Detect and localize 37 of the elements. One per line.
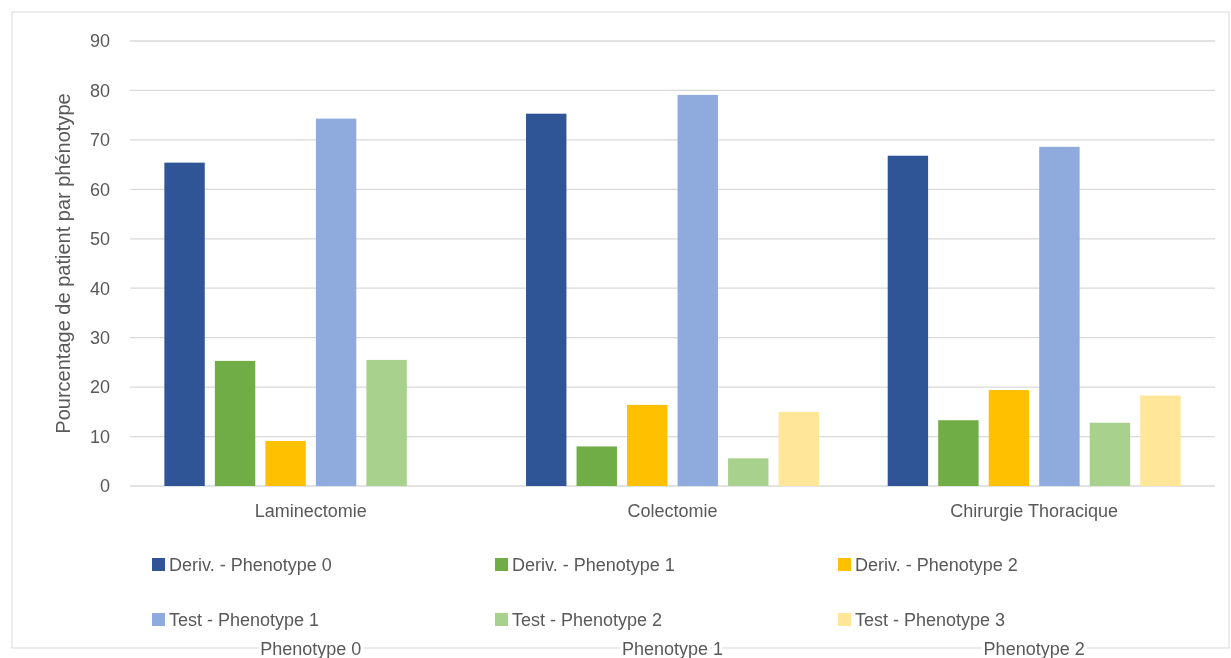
y-tick-label: 80 bbox=[89, 80, 110, 101]
legend-label: Test - Phenotype 1 bbox=[169, 610, 320, 631]
bar bbox=[988, 390, 1030, 486]
bar bbox=[728, 458, 769, 486]
y-tick-label: 0 bbox=[99, 476, 110, 497]
bar bbox=[265, 441, 306, 486]
bar bbox=[778, 411, 819, 486]
y-tick-label: 50 bbox=[89, 229, 110, 250]
bar bbox=[1089, 422, 1131, 486]
bar bbox=[938, 420, 979, 486]
bar bbox=[366, 359, 407, 486]
bar bbox=[214, 360, 256, 486]
bar bbox=[315, 118, 357, 486]
y-tick-label: 10 bbox=[89, 426, 110, 447]
legend-label: Deriv. - Phenotype 2 bbox=[855, 555, 1018, 576]
bar bbox=[526, 113, 567, 486]
y-tick-label: 60 bbox=[89, 179, 110, 200]
x-tick-label: Colectomie bbox=[627, 501, 718, 521]
bar bbox=[1039, 146, 1080, 486]
x-tick-label: Chirurgie Thoracique bbox=[950, 501, 1119, 521]
bar bbox=[627, 404, 668, 486]
legend-label: Deriv. - Phenotype 0 bbox=[169, 555, 332, 576]
y-tick-label: 40 bbox=[89, 278, 110, 299]
y-tick-label: 70 bbox=[89, 130, 110, 151]
y-tick-label: 20 bbox=[89, 377, 110, 398]
bar bbox=[576, 446, 617, 486]
legend-label: Deriv. - Phenotype 1 bbox=[512, 555, 675, 576]
legend-label: Test - Phenotype 2 bbox=[512, 610, 663, 631]
y-axis-title: Pourcentage de patient par phénotype bbox=[52, 93, 74, 434]
y-tick-label: 30 bbox=[89, 327, 110, 348]
x-tick-label: Laminectomie bbox=[254, 501, 367, 521]
bar bbox=[887, 155, 929, 486]
bar bbox=[164, 162, 205, 486]
legend-label: Test - Phenotype 3 bbox=[855, 610, 1006, 631]
bar bbox=[677, 94, 718, 486]
bar bbox=[1140, 395, 1181, 486]
y-tick-label: 90 bbox=[89, 31, 110, 52]
